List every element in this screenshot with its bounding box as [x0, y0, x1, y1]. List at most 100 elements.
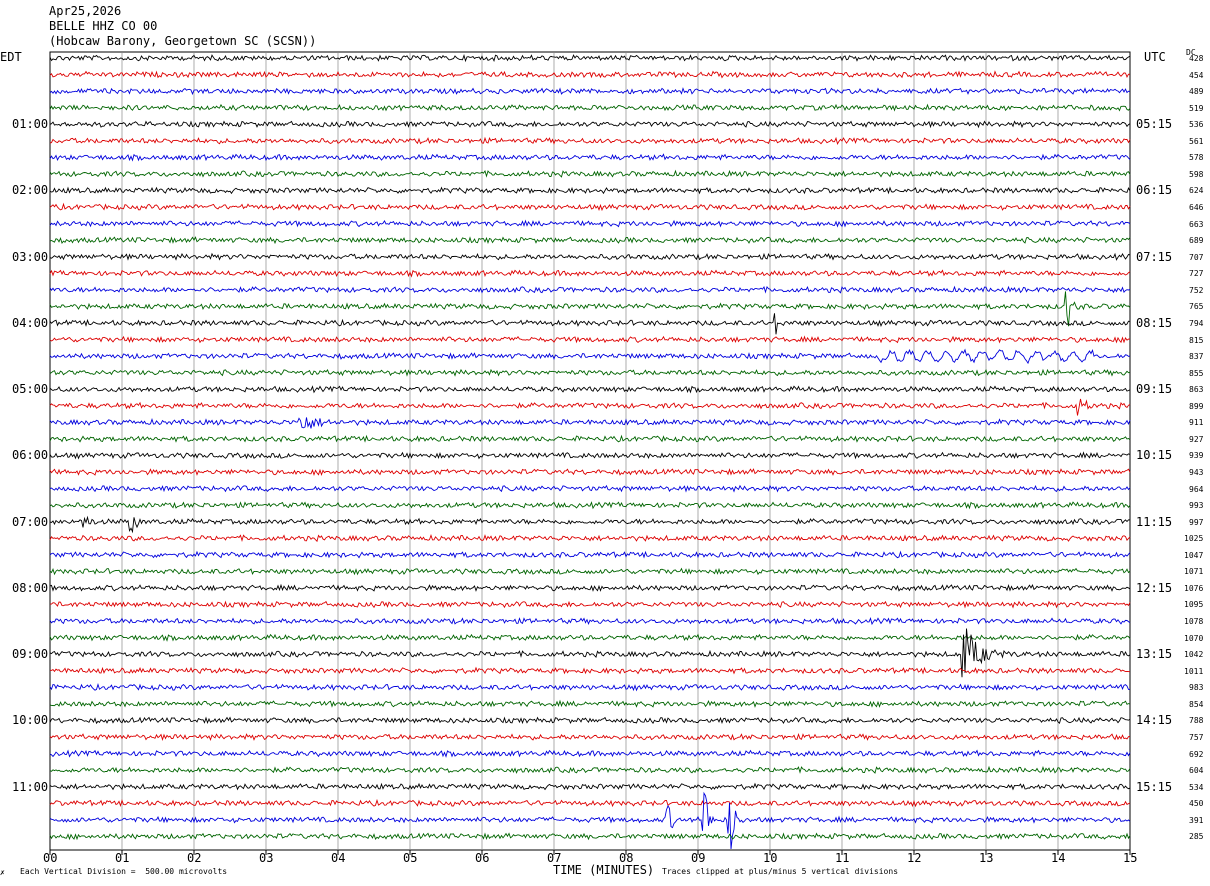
right-hour-label: 06:15: [1136, 183, 1173, 198]
dc-offset-row-48: 285: [1189, 832, 1204, 842]
trace-row-47: [49, 791, 1131, 850]
trace-row-35: [49, 617, 1131, 626]
right-hour-label: 09:15: [1136, 382, 1173, 397]
dc-offset-row-45: 534: [1189, 782, 1204, 792]
dc-offset-row-15: 752: [1189, 285, 1204, 295]
station-location: (Hobcaw Barony, Georgetown SC (SCSN)): [49, 34, 317, 48]
dc-offset-row-36: 1070: [1184, 633, 1204, 643]
dc-offset-row-16: 765: [1189, 302, 1204, 312]
x-tick-label-04: 04: [331, 851, 346, 865]
x-tick-label-09: 09: [691, 851, 706, 865]
left-hour-label: 11:00: [12, 779, 49, 794]
trace-row-3: [49, 87, 1131, 96]
dc-offset-row-34: 1095: [1184, 600, 1204, 610]
trace-row-45: [49, 782, 1131, 791]
trace-row-32: [49, 567, 1131, 576]
x-tick-label-06: 06: [475, 851, 490, 865]
trace-row-5: [49, 120, 1131, 129]
x-tick-label-13: 13: [979, 851, 994, 865]
trace-row-40: [49, 699, 1131, 708]
dc-offset-row-10: 646: [1189, 203, 1204, 213]
trace-row-20: [49, 368, 1131, 377]
dc-offset-row-37: 1042: [1184, 650, 1204, 660]
trace-row-44: [49, 765, 1131, 774]
dc-offset-row-1: 428: [1189, 54, 1204, 63]
left-hour-label: 02:00: [12, 183, 49, 198]
dc-offset-row-44: 604: [1189, 766, 1204, 776]
trace-row-4: [49, 103, 1131, 112]
scale-note: Each Vertical Division = 500.00 microvol…: [20, 867, 228, 876]
dc-offset-row-20: 855: [1189, 368, 1204, 378]
trace-row-34: [50, 600, 1131, 609]
dc-offset-row-29: 997: [1189, 517, 1204, 527]
left-hour-label: 01:00: [12, 117, 49, 132]
trace-row-11: [49, 219, 1131, 228]
trace-row-17: [49, 313, 1131, 335]
trace-row-16: [49, 291, 1131, 327]
trace-row-48: [49, 832, 1131, 841]
dc-offset-row-21: 863: [1189, 385, 1204, 395]
dc-offset-row-18: 815: [1189, 335, 1204, 345]
dc-offset-row-30: 1025: [1184, 534, 1204, 544]
trace-row-21: [49, 385, 1131, 394]
trace-row-42: [49, 732, 1131, 741]
footer-marker: ✗: [0, 868, 5, 877]
right-hour-label: 14:15: [1136, 713, 1173, 728]
dc-offset-row-26: 943: [1189, 468, 1204, 477]
x-tick-label-11: 11: [835, 851, 850, 865]
dc-offset-row-23: 911: [1189, 418, 1204, 428]
dc-offset-row-13: 707: [1189, 252, 1204, 262]
right-hour-label: 07:15: [1136, 249, 1173, 264]
dc-offset-row-39: 983: [1189, 683, 1204, 693]
left-hour-label: 09:00: [12, 647, 49, 662]
dc-offset-row-2: 454: [1189, 70, 1204, 80]
dc-offset-row-12: 689: [1189, 236, 1204, 246]
trace-row-15: [49, 285, 1131, 294]
trace-row-33: [49, 583, 1131, 592]
x-tick-label-03: 03: [259, 851, 274, 865]
dc-offset-row-31: 1047: [1184, 550, 1204, 560]
dc-offset-row-43: 692: [1189, 749, 1204, 759]
dc-offset-row-22: 899: [1189, 401, 1204, 411]
dc-offset-row-33: 1076: [1184, 583, 1204, 593]
left-hour-label: 06:00: [12, 448, 49, 463]
trace-row-9: [49, 186, 1131, 195]
dc-offset-row-47: 391: [1189, 815, 1204, 825]
trace-row-6: [49, 136, 1131, 145]
trace-row-37: [49, 628, 1131, 678]
trace-row-24: [49, 434, 1131, 443]
dc-offset-row-41: 788: [1189, 716, 1204, 726]
dc-offset-row-25: 939: [1189, 451, 1204, 461]
right-hour-label: 12:15: [1136, 580, 1173, 595]
trace-row-27: [49, 484, 1131, 493]
trace-row-31: [49, 550, 1131, 559]
left-timezone: EDT: [0, 50, 22, 64]
trace-row-28: [49, 501, 1131, 510]
x-tick-label-14: 14: [1051, 851, 1066, 865]
trace-row-25: [49, 451, 1131, 460]
left-hour-label: 07:00: [12, 514, 49, 529]
trace-row-41: [49, 716, 1131, 725]
left-hour-label: 04:00: [12, 315, 49, 330]
dc-offset-row-28: 993: [1189, 501, 1204, 511]
dc-offset-row-42: 757: [1189, 732, 1204, 742]
x-axis-title: TIME (MINUTES): [553, 863, 655, 877]
right-timezone: UTC: [1144, 50, 1166, 64]
trace-row-46: [49, 798, 1131, 808]
right-hour-label: 15:15: [1136, 779, 1173, 794]
trace-row-30: [49, 534, 1131, 543]
dc-offset-row-38: 1011: [1184, 666, 1204, 676]
x-tick-label-01: 01: [115, 851, 130, 865]
trace-row-36: [49, 633, 1131, 642]
record-date: Apr25,2026: [49, 4, 122, 18]
right-hour-label: 10:15: [1136, 448, 1173, 463]
left-hour-label: 05:00: [12, 382, 49, 397]
x-tick-label-02: 02: [187, 851, 202, 865]
dc-offset-row-3: 489: [1189, 87, 1204, 97]
trace-row-43: [49, 749, 1131, 758]
x-tick-label-15: 15: [1123, 851, 1138, 865]
station-name: BELLE HHZ CO 00: [49, 19, 158, 33]
trace-row-1: [49, 54, 1131, 63]
right-hour-label: 13:15: [1136, 647, 1173, 662]
